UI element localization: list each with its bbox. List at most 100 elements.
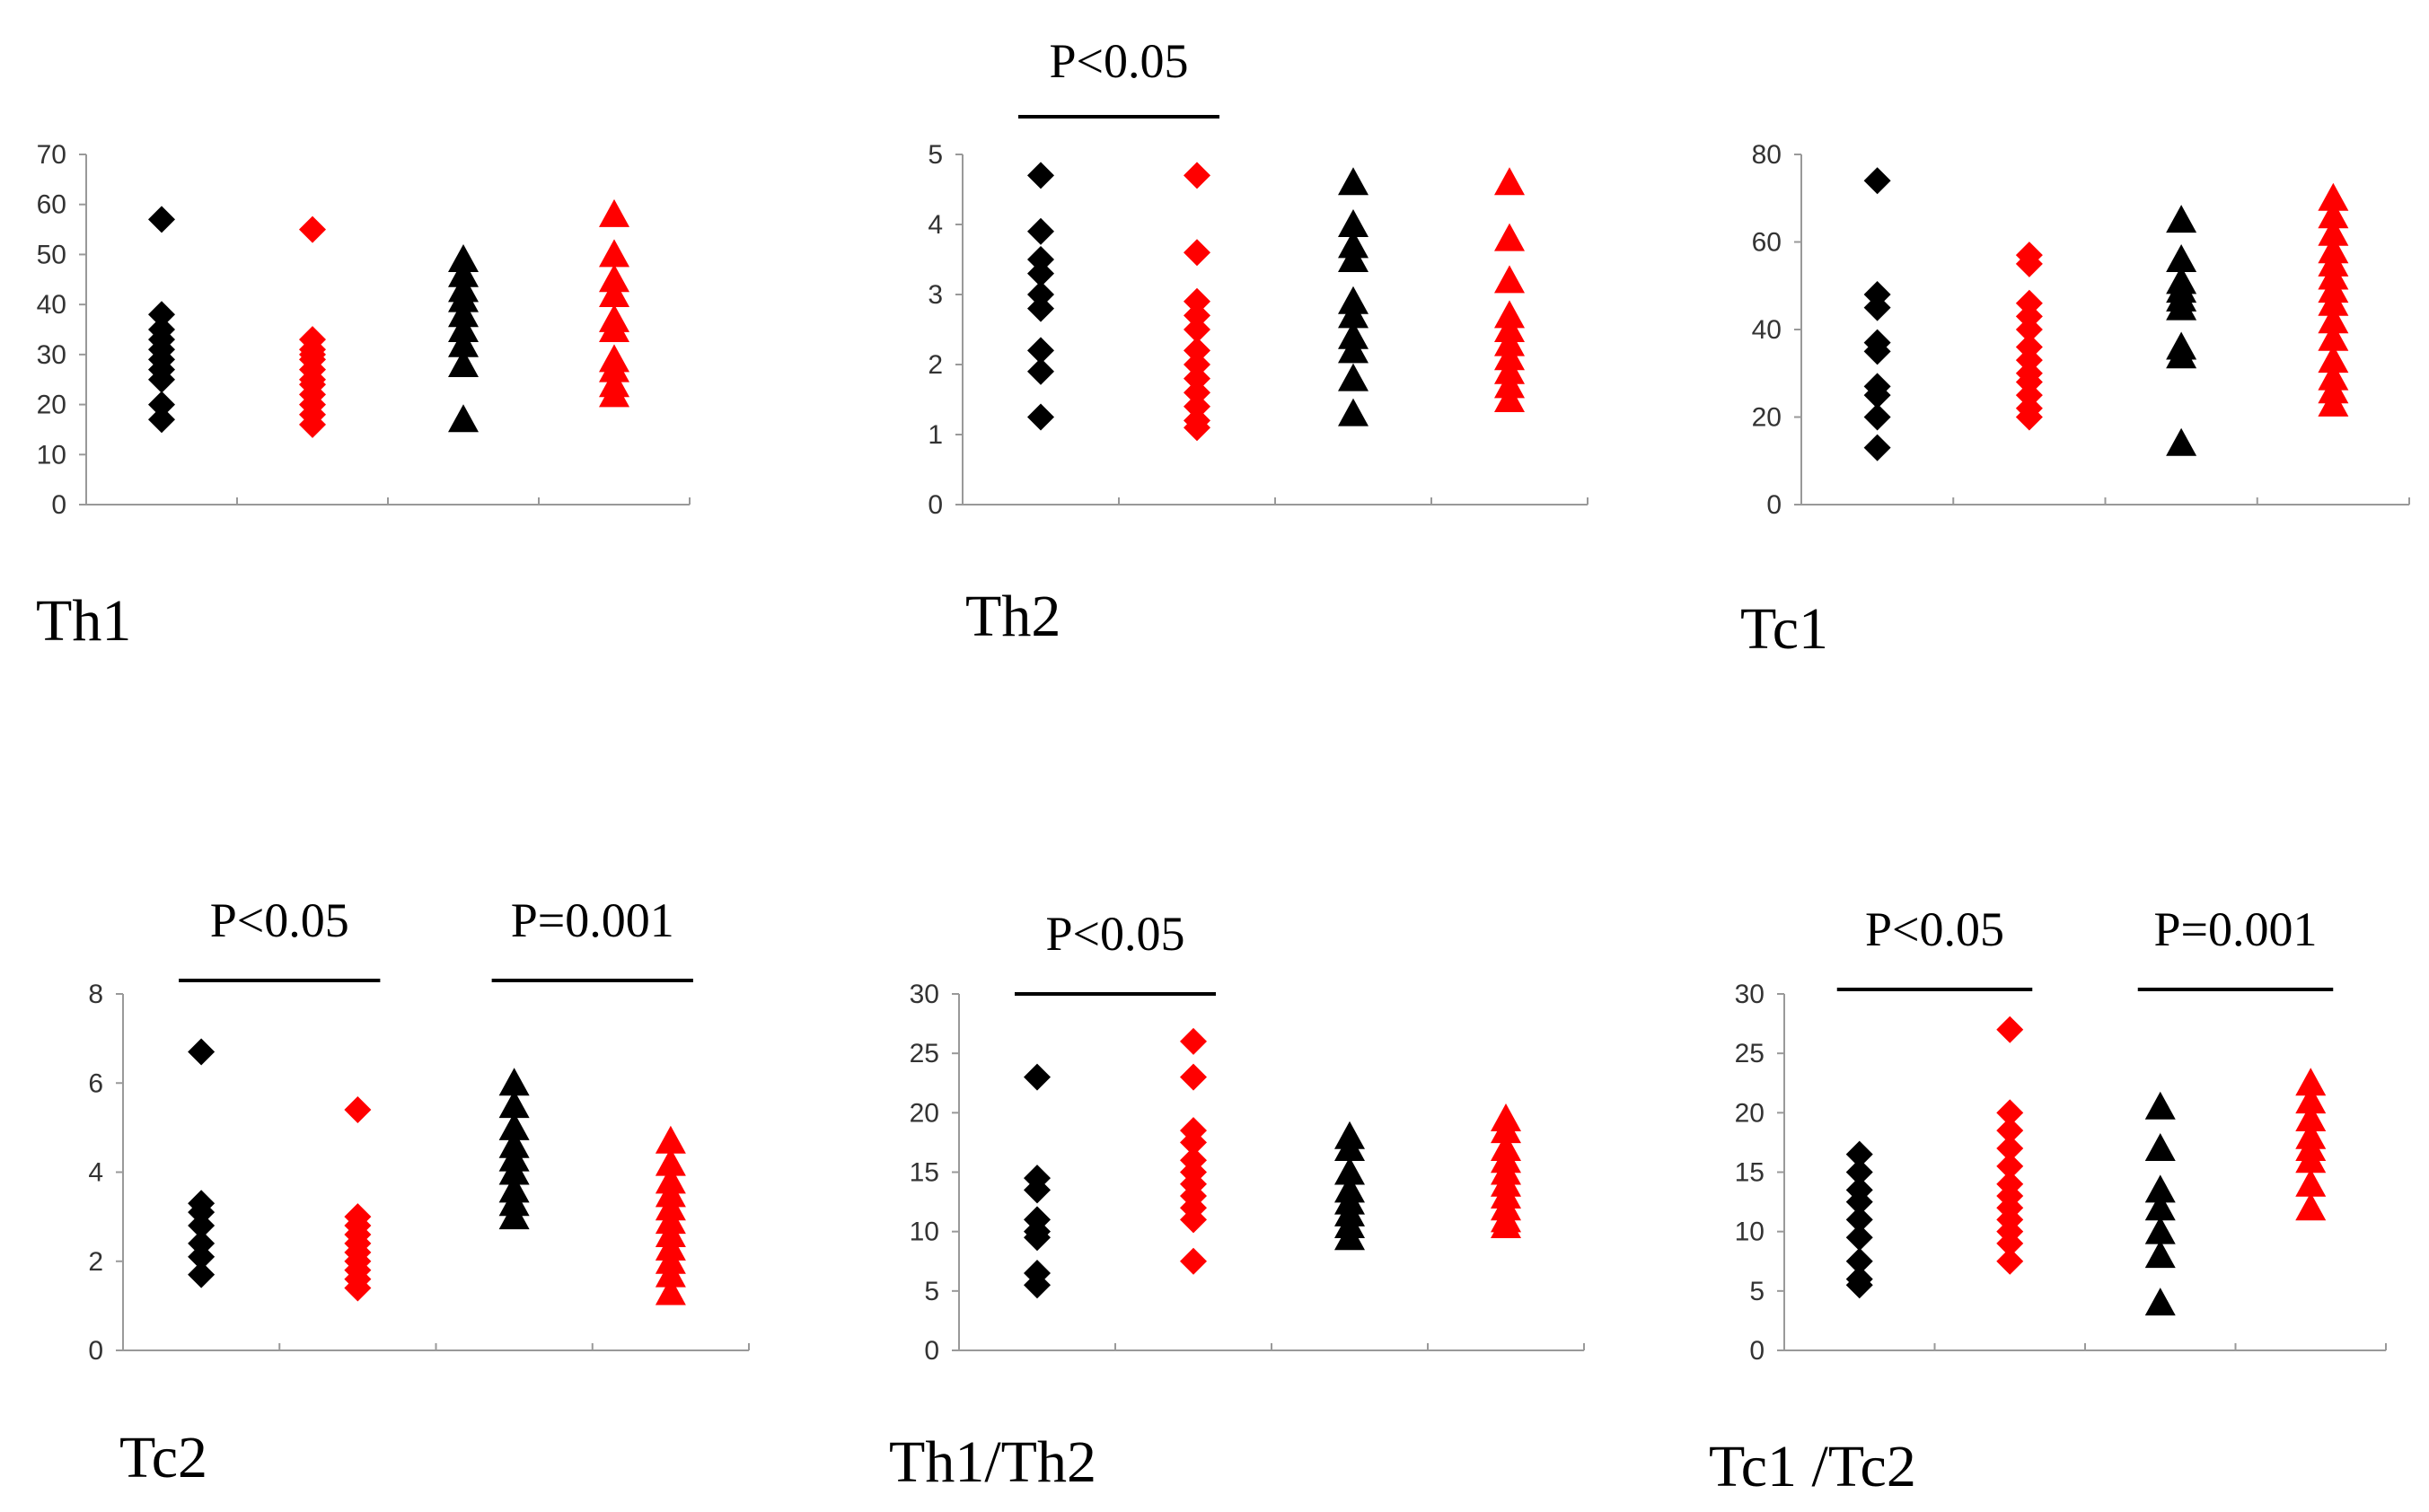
red-diamond-point: [1996, 1117, 2024, 1145]
red-triangle-point: [2318, 388, 2349, 417]
black-diamond-point: [1027, 337, 1054, 365]
black-diamond-point: [188, 1038, 216, 1066]
black-diamond-point: [1845, 1271, 1873, 1299]
red-diamond-point: [1184, 239, 1210, 267]
y-tick-label: 20: [910, 1098, 939, 1128]
y-tick-label: 60: [1752, 228, 1782, 258]
red-triangle-point: [1491, 1115, 1521, 1144]
black-diamond-point: [1027, 281, 1054, 308]
red-triangle-point: [2318, 200, 2349, 229]
y-tick-label: 0: [928, 490, 943, 520]
panel-3: 0 20 40 60 80 Tc1: [1740, 140, 2410, 662]
black-triangle-point: [1338, 335, 1369, 364]
y-tick-label: 80: [1752, 140, 1782, 170]
red-diamond-point: [1996, 1229, 2024, 1257]
red-triangle-point: [2295, 1086, 2327, 1114]
panel-5: 0 5 10 15 20 25 30 P<0.05 Th1/Th2: [889, 907, 1585, 1495]
black-diamond-point: [148, 391, 175, 418]
black-diamond-point: [1027, 403, 1054, 431]
black-diamond-point: [1845, 1224, 1873, 1252]
red-triangle-point: [1494, 167, 1525, 196]
red-diamond-point: [2015, 316, 2043, 343]
black-triangle-point: [1338, 300, 1369, 329]
red-triangle-point: [2318, 345, 2349, 374]
black-triangle-point: [1334, 1156, 1365, 1185]
black-diamond-point: [148, 406, 175, 434]
black-triangle-point: [2144, 1174, 2176, 1203]
black-diamond-point: [1863, 434, 1891, 462]
red-triangle-point: [2295, 1192, 2327, 1221]
red-triangle-point: [1494, 223, 1525, 251]
panel-title: Tc2: [119, 1425, 207, 1490]
y-tick-label: 10: [910, 1218, 939, 1247]
black-triangle-point: [2166, 205, 2197, 233]
panel-title: Th2: [965, 584, 1060, 649]
black-diamond-point: [148, 365, 175, 393]
panel-title: Tc1 /Tc2: [1709, 1434, 1916, 1499]
black-diamond-point: [188, 1261, 216, 1288]
y-tick-label: 10: [1735, 1218, 1765, 1247]
red-triangle-point: [2295, 1103, 2327, 1131]
red-diamond-point: [1996, 1247, 2024, 1275]
red-triangle-point: [2295, 1168, 2327, 1197]
red-triangle-point: [2295, 1068, 2327, 1096]
y-tick-label: 4: [88, 1158, 103, 1188]
red-diamond-point: [1184, 351, 1210, 378]
y-tick-label: 6: [88, 1068, 103, 1098]
black-diamond-point: [1027, 294, 1054, 322]
y-tick-label: 70: [37, 140, 66, 170]
red-triangle-point: [1494, 384, 1525, 412]
red-diamond-point: [344, 1274, 372, 1302]
black-diamond-point: [1027, 217, 1054, 245]
black-triangle-point: [498, 1201, 530, 1230]
black-triangle-point: [2166, 244, 2197, 272]
y-tick-label: 60: [37, 190, 66, 220]
y-tick-label: 5: [1749, 1277, 1765, 1306]
red-triangle-point: [599, 239, 629, 268]
y-tick-label: 25: [1735, 1039, 1765, 1068]
black-diamond-point: [1024, 1063, 1051, 1091]
black-diamond-point: [1024, 1271, 1051, 1299]
red-diamond-point: [2015, 403, 2043, 431]
black-triangle-point: [448, 259, 479, 287]
black-diamond-point: [1027, 162, 1054, 189]
y-tick-label: 30: [37, 340, 66, 370]
y-tick-label: 30: [1735, 980, 1765, 1009]
red-triangle-point: [1494, 356, 1525, 384]
black-diamond-point: [188, 1212, 216, 1240]
red-diamond-point: [1180, 1247, 1207, 1275]
y-tick-label: 15: [910, 1158, 939, 1188]
red-diamond-point: [1184, 162, 1210, 189]
red-triangle-point: [599, 279, 629, 307]
red-triangle-point: [1494, 328, 1525, 356]
panel-4: 0 2 4 6 8 P<0.05 P=0.001 Tc2: [88, 893, 750, 1490]
red-triangle-point: [599, 354, 629, 382]
red-diamond-point: [1180, 1206, 1207, 1234]
y-tick-label: 0: [88, 1336, 103, 1366]
red-diamond-point: [1180, 1129, 1207, 1156]
y-tick-label: 10: [37, 440, 66, 470]
black-diamond-point: [1863, 167, 1891, 195]
p-value-label: P<0.05: [1050, 34, 1189, 88]
black-triangle-point: [2144, 1216, 2176, 1244]
red-diamond-point: [1996, 1015, 2024, 1043]
black-triangle-point: [1338, 209, 1369, 237]
red-diamond-point: [1180, 1027, 1207, 1055]
panel-6: 0 5 10 15 20 25 30 P<0.05 P=0.001 Tc1 /Tc2: [1709, 902, 2387, 1499]
black-triangle-point: [448, 404, 479, 433]
y-tick-label: 30: [910, 980, 939, 1009]
panel-title: Th1/Th2: [889, 1429, 1096, 1495]
panel-2: 0 1 2 3 4 5 P<0.05 Th2: [928, 34, 1589, 649]
black-diamond-point: [1863, 403, 1891, 431]
black-triangle-point: [448, 349, 479, 377]
y-tick-label: 8: [88, 980, 103, 1009]
red-triangle-point: [599, 379, 629, 408]
y-tick-label: 15: [1735, 1158, 1765, 1188]
red-triangle-point: [655, 1147, 686, 1176]
red-diamond-point: [1996, 1152, 2024, 1180]
red-diamond-point: [1180, 1063, 1207, 1091]
y-tick-label: 0: [1766, 490, 1782, 520]
red-diamond-point: [1184, 365, 1210, 392]
black-diamond-point: [1845, 1188, 1873, 1216]
